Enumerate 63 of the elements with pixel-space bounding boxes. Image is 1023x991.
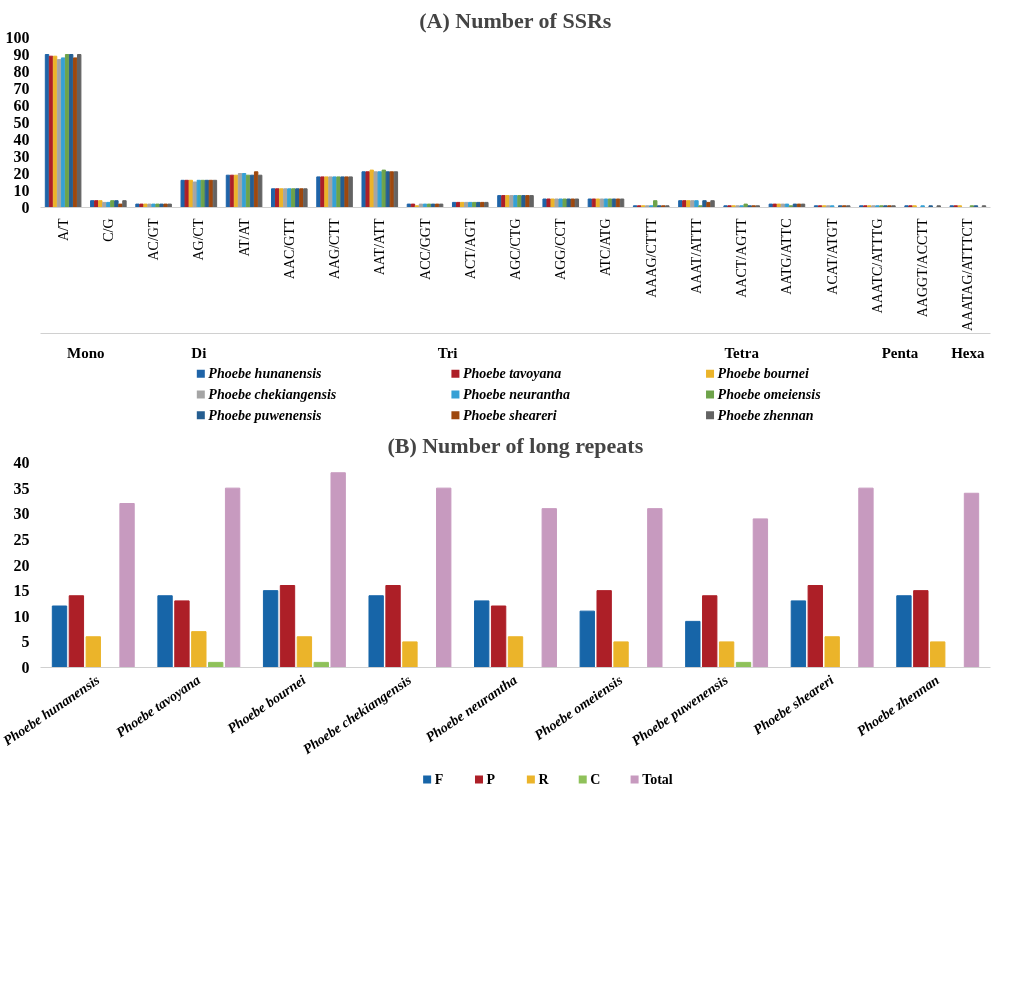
chart-title: (B) Number of long repeats <box>387 432 644 458</box>
text: Mono <box>66 344 105 361</box>
legend-label: Phoebe puwenensis <box>208 407 323 423</box>
x-tick-label: AAATC/ATTTG <box>869 218 885 314</box>
y-tick-label: 10 <box>13 182 30 199</box>
x-tick-label: AGG/CCT <box>553 218 569 280</box>
x-tick-label: AAAT/ATTT <box>688 218 704 294</box>
legend-label: Phoebe bournei <box>717 366 810 382</box>
text: Tri <box>437 344 458 361</box>
x-tick-label: AAAG/CTTT <box>643 218 659 298</box>
y-tick-label: 70 <box>13 80 30 97</box>
x-tick-label: AGC/CTG <box>508 218 523 280</box>
y-tick-label: 80 <box>13 63 30 80</box>
y-tick-label: 40 <box>13 131 30 148</box>
y-tick-label: 35 <box>13 479 30 497</box>
legend-label: P <box>486 772 496 787</box>
chart-title: (A) Number of SSRs <box>419 7 612 33</box>
legend-label: F <box>434 772 444 787</box>
text: Di <box>191 344 207 361</box>
legend-label: C <box>590 772 601 787</box>
y-tick-label: 15 <box>13 582 30 600</box>
x-tick-label: AG/CT <box>191 218 207 261</box>
x-tick-label: AACT/AGTT <box>734 218 750 298</box>
x-tick-label: C/G <box>100 218 116 242</box>
y-tick-label: 10 <box>13 607 30 625</box>
legend-label: R <box>538 772 550 787</box>
y-tick-label: 60 <box>13 97 30 114</box>
y-tick-label: 0 <box>21 199 30 216</box>
y-tick-label: 30 <box>13 505 30 523</box>
text: Tetra <box>724 344 760 361</box>
legend-label: Total <box>642 772 673 787</box>
x-tick-label: AATG/ATTC <box>779 218 795 295</box>
y-tick-label: 25 <box>13 530 30 548</box>
legend-label: Phoebe omeiensis <box>717 387 822 402</box>
y-tick-label: 50 <box>13 114 30 131</box>
x-tick-label: AT/AT <box>236 218 252 257</box>
x-tick-label: ATC/ATG <box>598 218 614 277</box>
x-tick-label: AAGGT/ACCTT <box>915 218 931 318</box>
x-tick-label: AAG/CTT <box>327 218 343 280</box>
legend-label: Phoebe sheareri <box>462 407 557 423</box>
y-tick-label: 0 <box>21 659 30 676</box>
x-tick-label: ACT/AGT <box>462 218 478 280</box>
text: Penta <box>881 344 919 361</box>
y-tick-label: 20 <box>13 165 30 182</box>
y-tick-label: 5 <box>21 633 30 651</box>
y-tick-label: 30 <box>13 148 30 165</box>
text: Hexa <box>951 344 986 361</box>
x-tick-label: ACC/GGT <box>417 218 433 280</box>
x-tick-label: ACAT/ATGT <box>824 218 840 295</box>
y-tick-label: 90 <box>13 46 30 63</box>
x-tick-label: AAATAG/ATTTCT <box>960 218 976 331</box>
legend-label: Phoebe hunanensis <box>208 366 323 382</box>
legend-label: Phoebe neurantha <box>462 387 570 402</box>
x-tick-label: A/T <box>55 218 71 242</box>
y-tick-label: 100 <box>5 29 30 46</box>
y-tick-label: 20 <box>13 556 30 574</box>
y-tick-label: 40 <box>13 454 30 471</box>
x-tick-label: AAT/ATT <box>372 218 388 276</box>
legend-label: Phoebe tavoyana <box>462 366 562 382</box>
x-tick-label: AC/GT <box>146 218 162 261</box>
legend-label: Phoebe zhennan <box>717 407 814 423</box>
legend-label: Phoebe chekiangensis <box>208 387 337 402</box>
x-tick-label: AAC/GTT <box>281 218 297 280</box>
